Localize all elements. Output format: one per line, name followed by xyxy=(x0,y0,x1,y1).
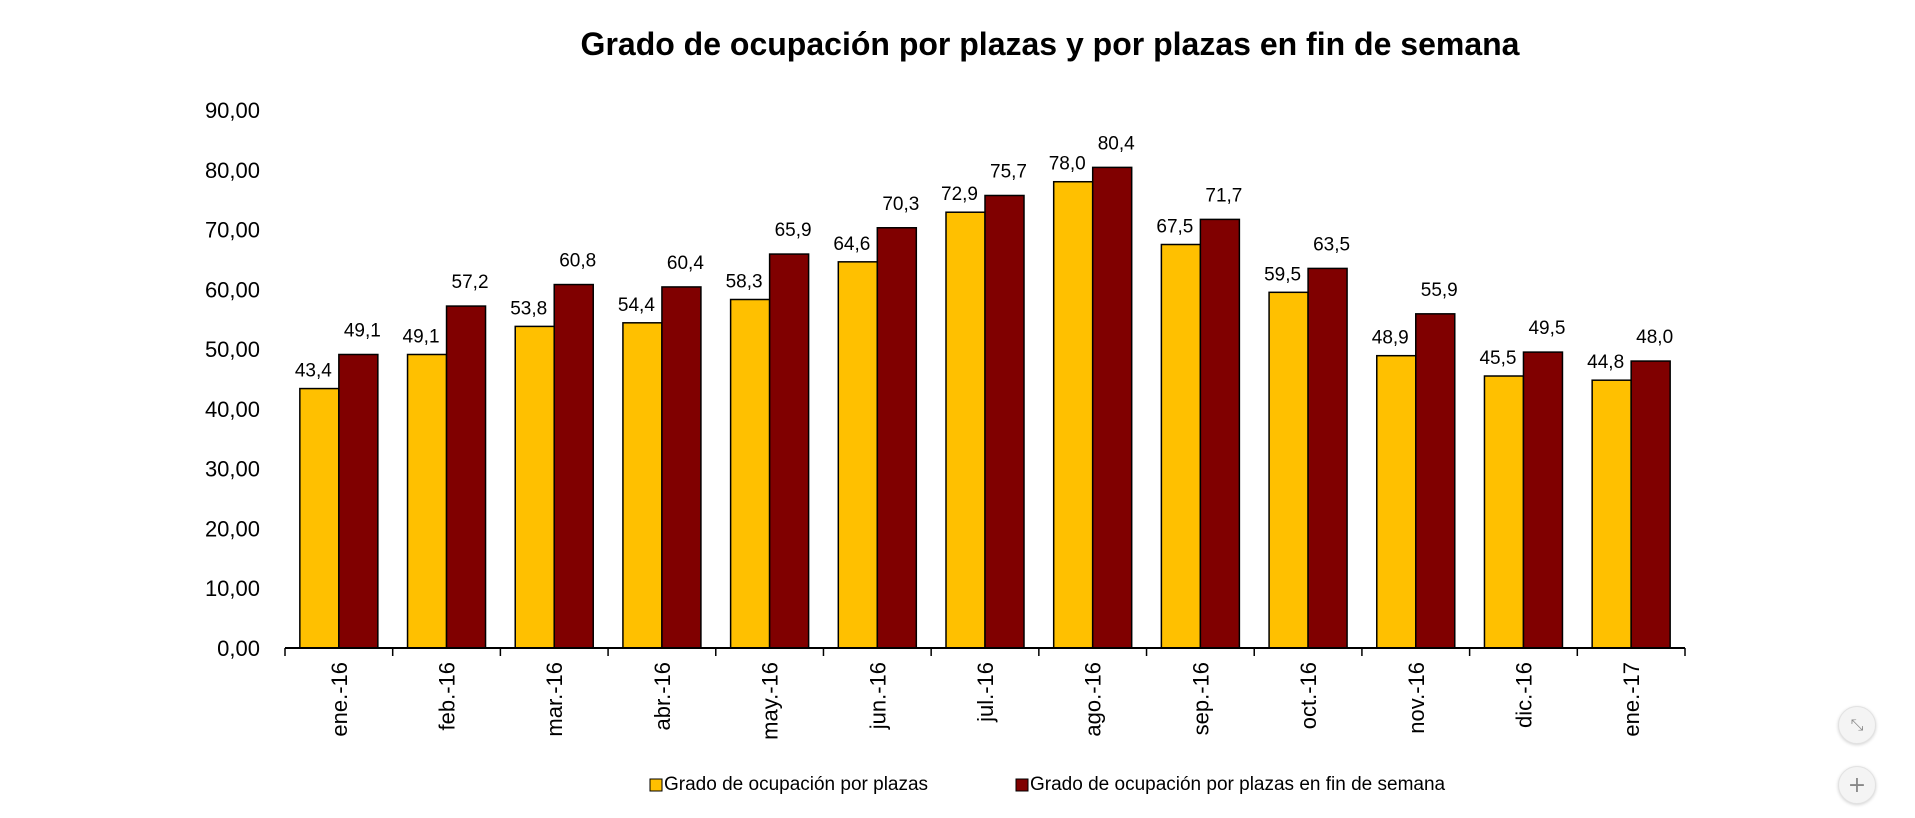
y-tick-label: 80,00 xyxy=(205,158,260,183)
data-label: 78,0 xyxy=(1049,154,1086,175)
bar-fin-de-semana xyxy=(1199,218,1241,649)
y-tick-label: 70,00 xyxy=(205,218,260,243)
bar-fin-de-semana xyxy=(876,227,918,649)
bar-plazas xyxy=(514,325,555,649)
data-label: 45,5 xyxy=(1479,348,1516,369)
legend-label-fin-de-semana: Grado de ocupación por plazas en fin de … xyxy=(1030,774,1446,795)
data-label: 65,9 xyxy=(775,220,812,241)
data-label: 72,9 xyxy=(941,184,978,205)
data-label: 71,7 xyxy=(1205,185,1242,206)
y-tick-label: 40,00 xyxy=(205,397,260,422)
bar-plazas xyxy=(1483,375,1525,649)
y-tick-label: 90,00 xyxy=(205,98,260,123)
data-label: 60,8 xyxy=(559,251,596,272)
x-tick-label: dic.-16 xyxy=(1511,662,1536,728)
bar-plazas xyxy=(406,353,448,649)
data-label: 54,4 xyxy=(618,295,655,316)
plus-icon[interactable]: + xyxy=(1838,766,1876,804)
data-label: 53,8 xyxy=(510,298,547,319)
y-tick-label: 50,00 xyxy=(205,337,260,362)
bar-plazas xyxy=(729,298,771,649)
bar-plazas xyxy=(1591,379,1632,649)
y-tick-label: 30,00 xyxy=(205,457,260,482)
x-tick-label: nov.-16 xyxy=(1404,662,1429,734)
data-label: 58,3 xyxy=(726,271,763,292)
data-label: 43,4 xyxy=(295,361,332,382)
y-tick-label: 60,00 xyxy=(205,277,260,302)
bar-fin-de-semana xyxy=(1522,351,1564,649)
data-labels: 43,4 49,1 49,1 57,2 53,8 60,8 54,4 60,4 58,3 65,9… xyxy=(295,133,1673,381)
x-tick-label: abr.-16 xyxy=(650,662,675,731)
y-tick-label: 0,00 xyxy=(217,636,260,661)
bar-fin-de-semana xyxy=(1415,313,1456,649)
data-label: 80,4 xyxy=(1098,133,1135,154)
bar-plazas xyxy=(837,261,879,649)
bar-fin-de-semana xyxy=(445,305,487,649)
y-tick-label: 10,00 xyxy=(205,576,260,601)
x-tick-label: ago.-16 xyxy=(1081,662,1106,737)
bar-fin-de-semana xyxy=(553,283,594,649)
data-label: 49,1 xyxy=(403,326,440,347)
x-axis-ticks: ene.-16 feb.-16 mar.-16 abr.-16 may.-16 jun.-… xyxy=(284,648,1686,740)
bar-fin-de-semana xyxy=(1307,267,1348,649)
x-tick-label: oct.-16 xyxy=(1296,662,1321,729)
x-tick-label: feb.-16 xyxy=(435,662,460,731)
legend-label-plazas: Grado de ocupación por plazas xyxy=(664,774,928,795)
x-tick-label: mar.-16 xyxy=(542,662,567,737)
legend-swatch-fin-de-semana xyxy=(1015,778,1029,792)
data-label: 60,4 xyxy=(667,253,704,274)
data-label: 48,9 xyxy=(1372,328,1409,349)
data-label: 55,9 xyxy=(1421,280,1458,301)
bar-fin-de-semana xyxy=(1091,166,1133,649)
bar-fin-de-semana xyxy=(661,286,702,649)
data-label: 63,5 xyxy=(1313,234,1350,255)
y-axis-ticks: 0,00 10,00 20,00 30,00 40,00 50,00 60,00 70,00 8… xyxy=(205,98,260,661)
x-tick-label: jun.-16 xyxy=(865,662,890,730)
chart-title: Grado de ocupación por plazas y por plaz… xyxy=(581,26,1520,62)
bar-plazas xyxy=(1268,291,1309,649)
x-tick-label: may.-16 xyxy=(758,662,783,740)
bar-plazas xyxy=(1052,180,1094,649)
data-label: 48,0 xyxy=(1636,327,1673,348)
bar-fin-de-semana xyxy=(338,353,379,649)
x-tick-label: jul.-16 xyxy=(973,662,998,723)
legend: Grado de ocupación por plazas Grado de o… xyxy=(649,774,1446,795)
data-label: 44,8 xyxy=(1587,352,1624,373)
collapse-icon[interactable]: ⤡ xyxy=(1838,706,1876,744)
bar-fin-de-semana xyxy=(768,253,810,649)
bar-plazas xyxy=(1376,354,1417,649)
data-label: 67,5 xyxy=(1156,217,1193,238)
legend-swatch-plazas xyxy=(649,778,663,792)
data-label: 64,6 xyxy=(833,234,870,255)
x-tick-label: ene.-17 xyxy=(1619,662,1644,737)
data-label: 70,3 xyxy=(882,194,919,215)
x-tick-label: ene.-16 xyxy=(327,662,352,737)
x-tick-label: sep.-16 xyxy=(1188,662,1213,735)
data-label: 49,1 xyxy=(344,320,381,341)
bar-plazas xyxy=(299,387,340,649)
bar-fin-de-semana xyxy=(1630,360,1671,649)
y-tick-label: 20,00 xyxy=(205,516,260,541)
bar-plazas xyxy=(1160,243,1202,649)
data-label: 57,2 xyxy=(452,272,489,293)
bar-fin-de-semana xyxy=(984,194,1025,649)
data-label: 49,5 xyxy=(1528,318,1565,339)
data-label: 75,7 xyxy=(990,161,1027,182)
bar-plazas xyxy=(945,211,986,649)
bar-plazas xyxy=(622,322,663,649)
data-label: 59,5 xyxy=(1264,264,1301,285)
bars xyxy=(299,166,1671,649)
